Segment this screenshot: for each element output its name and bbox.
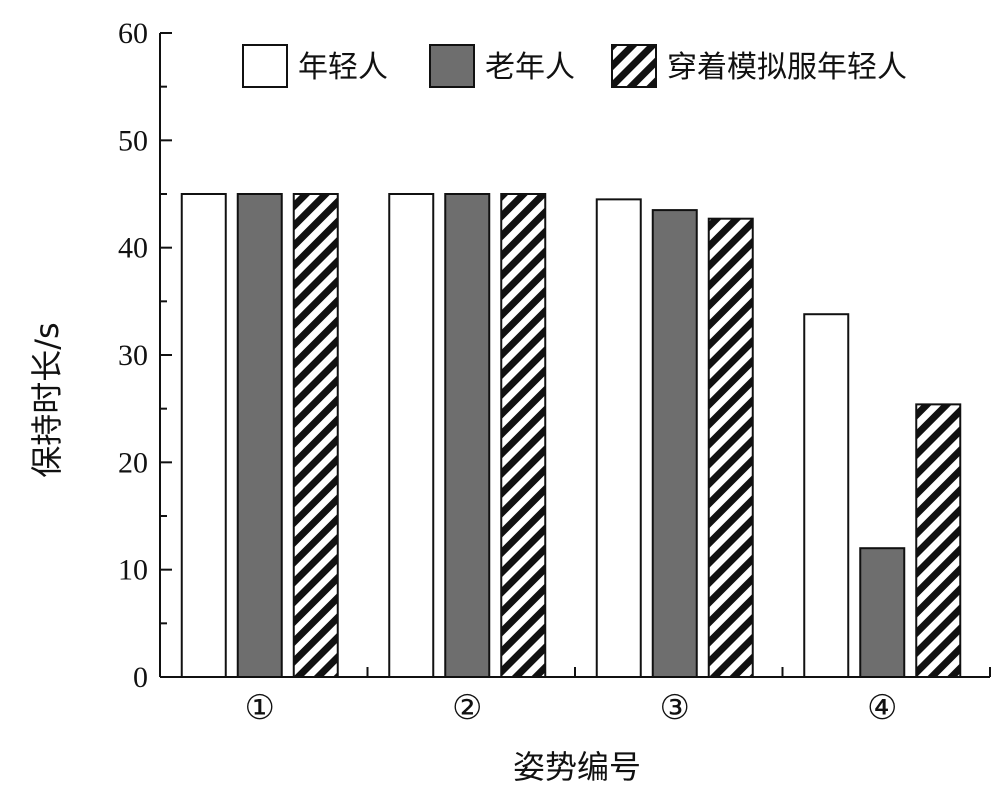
bar-1-cat-4	[803, 313, 850, 678]
bar-2-cat-1	[236, 193, 283, 678]
bar-3-cat-2	[500, 193, 547, 678]
bar-1-cat-1	[180, 193, 227, 678]
bar-2-cat-4	[859, 547, 906, 679]
bar-3-cat-4	[915, 403, 962, 678]
legend-swatch-3	[611, 44, 657, 88]
legend-label-2: 老年人	[485, 50, 575, 85]
y-tick-label: 50	[118, 124, 148, 157]
bar-1-cat-3	[595, 198, 642, 678]
y-tick-label: 40	[118, 232, 148, 265]
y-tick-label: 20	[118, 446, 148, 479]
x-ticks: ① ② ③ ④	[245, 667, 991, 728]
legend-label-3: 穿着模拟服年轻人	[667, 50, 907, 85]
y-axis-title: 保持时长/s	[28, 322, 66, 477]
y-ticks: 0 10 20 30 40 50 60	[118, 17, 172, 694]
bar-2-cat-3	[651, 209, 698, 678]
legend-swatch-1	[242, 44, 288, 88]
legend-label-1: 年轻人	[298, 50, 388, 85]
x-tick-label: ①	[245, 688, 275, 728]
y-tick-label: 10	[118, 554, 148, 587]
x-tick-label: ④	[867, 688, 897, 728]
bar-1-cat-2	[388, 193, 435, 678]
bar-2-cat-2	[444, 193, 491, 678]
bar-3-cat-1	[292, 193, 339, 678]
y-tick-label: 30	[118, 339, 148, 372]
legend-swatch-2	[429, 44, 475, 88]
bars-group	[180, 193, 962, 679]
x-axis-title: 姿势编号	[513, 748, 641, 786]
y-tick-label: 0	[133, 661, 148, 694]
x-tick-label: ②	[452, 688, 482, 728]
legend: 年轻人 老年人 穿着模拟服年轻人	[242, 44, 907, 88]
bar-3-cat-3	[707, 217, 754, 678]
x-tick-label: ③	[660, 688, 690, 728]
y-tick-label: 60	[118, 17, 148, 50]
